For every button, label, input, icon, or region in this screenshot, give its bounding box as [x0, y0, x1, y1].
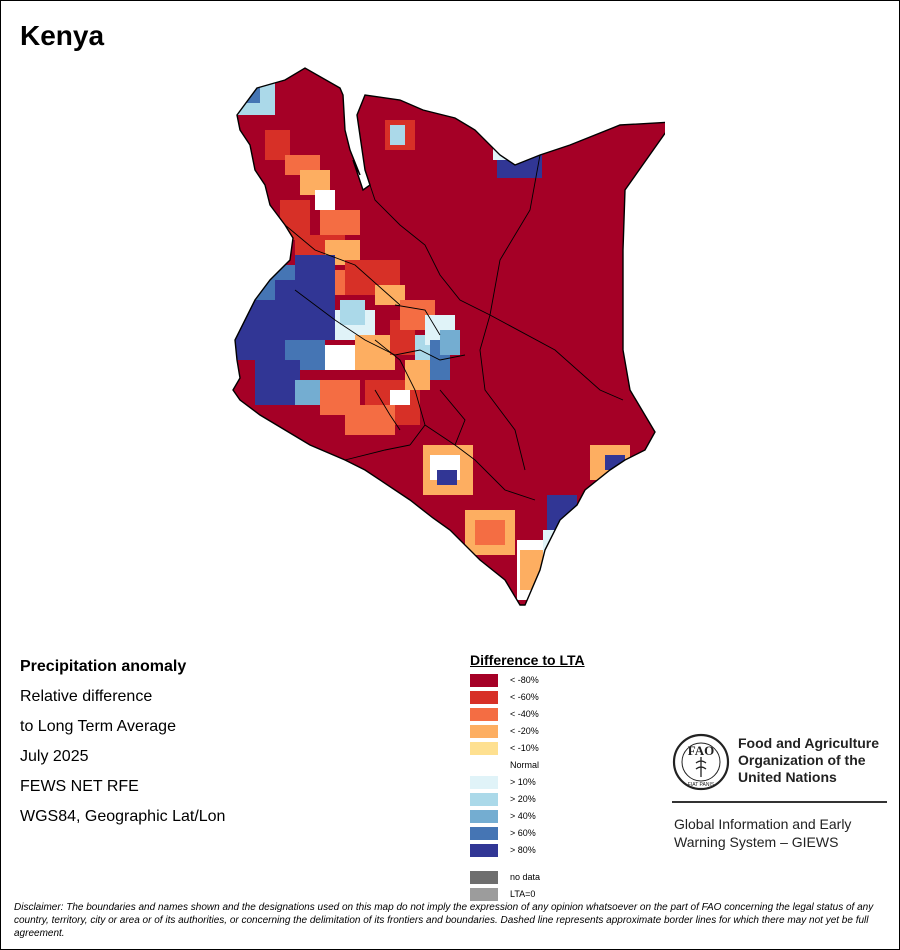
legend-item-label: > 60%: [510, 828, 536, 838]
legend-item-row: > 80%: [470, 842, 585, 859]
legend-extra-item-row: LTA=0: [470, 886, 585, 903]
legend-extra-item-label: no data: [510, 872, 541, 882]
giews-name: Global Information and Early Warning Sys…: [674, 815, 851, 851]
legend-extra-item-swatch: [470, 871, 498, 884]
legend-item-swatch: [470, 793, 498, 806]
kenya-precipitation-map: [232, 67, 665, 606]
legend-item-swatch: [470, 844, 498, 857]
legend-item-row: < -80%: [470, 672, 585, 689]
fao-name-line2: Organization of the: [738, 752, 866, 768]
map-info: Precipitation anomaly Relative differenc…: [20, 656, 225, 836]
legend-item-label: < -60%: [510, 692, 539, 702]
legend-item-row: > 40%: [470, 808, 585, 825]
map-info-line2: to Long Term Average: [20, 718, 176, 735]
legend-items: < -80% < -60% < -40% < -20% < -10% Normal > 10…: [470, 672, 585, 859]
legend-item-row: < -20%: [470, 723, 585, 740]
fao-name-line3: United Nations: [738, 769, 837, 785]
legend-item-row: > 20%: [470, 791, 585, 808]
legend-item-swatch: [470, 810, 498, 823]
legend-item-label: > 80%: [510, 845, 536, 855]
legend-title: Difference to LTA: [470, 652, 585, 668]
giews-line1: Global Information and Early: [674, 816, 852, 832]
legend-extra-item-label: LTA=0: [510, 889, 536, 899]
legend-item-row: < -10%: [470, 740, 585, 757]
legend-item-label: < -80%: [510, 675, 539, 685]
legend-item-label: < -10%: [510, 743, 539, 753]
map-info-period: July 2025: [20, 748, 89, 765]
legend-item-swatch: [470, 725, 498, 738]
map-title: Kenya: [20, 20, 105, 51]
legend-item-swatch: [470, 691, 498, 704]
map-info-source: FEWS NET RFE: [20, 778, 139, 795]
legend-extra-item-row: no data: [470, 869, 585, 886]
legend-extra-item-swatch: [470, 888, 498, 901]
disclaimer: Disclaimer: The boundaries and names sho…: [14, 902, 874, 939]
giews-line2: Warning System – GIEWS: [674, 834, 839, 850]
legend-item-label: < -20%: [510, 726, 539, 736]
legend-item-label: Normal: [510, 760, 540, 770]
legend-item-label: > 10%: [510, 777, 536, 787]
fao-name: Food and Agriculture Organization of the…: [738, 735, 879, 786]
legend-item-swatch: [470, 827, 498, 840]
legend-item-row: > 10%: [470, 774, 585, 791]
map-info-line1: Relative difference: [20, 688, 153, 705]
fao-divider: [672, 801, 887, 803]
legend-item-row: Normal: [470, 757, 585, 774]
fao-logo-letters: FAO: [688, 743, 714, 758]
legend-item-swatch: [470, 776, 498, 789]
legend: Difference to LTA < -80% < -60% < -40% < -2…: [470, 652, 585, 903]
fao-logo-icon: FAO FIAT PANIS: [672, 733, 730, 791]
map-info-projection: WGS84, Geographic Lat/Lon: [20, 808, 226, 825]
legend-item-row: < -60%: [470, 689, 585, 706]
legend-item-row: < -40%: [470, 706, 585, 723]
legend-item-label: < -40%: [510, 709, 539, 719]
map-info-heading: Precipitation anomaly: [20, 658, 187, 675]
legend-item-label: > 20%: [510, 794, 536, 804]
legend-item-swatch: [470, 708, 498, 721]
legend-item-swatch: [470, 674, 498, 687]
fao-name-line1: Food and Agriculture: [738, 735, 880, 751]
legend-item-row: > 60%: [470, 825, 585, 842]
legend-extra: no data LTA=0: [470, 869, 585, 903]
fao-logo-motto: FIAT PANIS: [688, 782, 715, 788]
legend-item-label: > 40%: [510, 811, 536, 821]
admin-boundaries: [284, 154, 624, 501]
legend-item-swatch: [470, 742, 498, 755]
